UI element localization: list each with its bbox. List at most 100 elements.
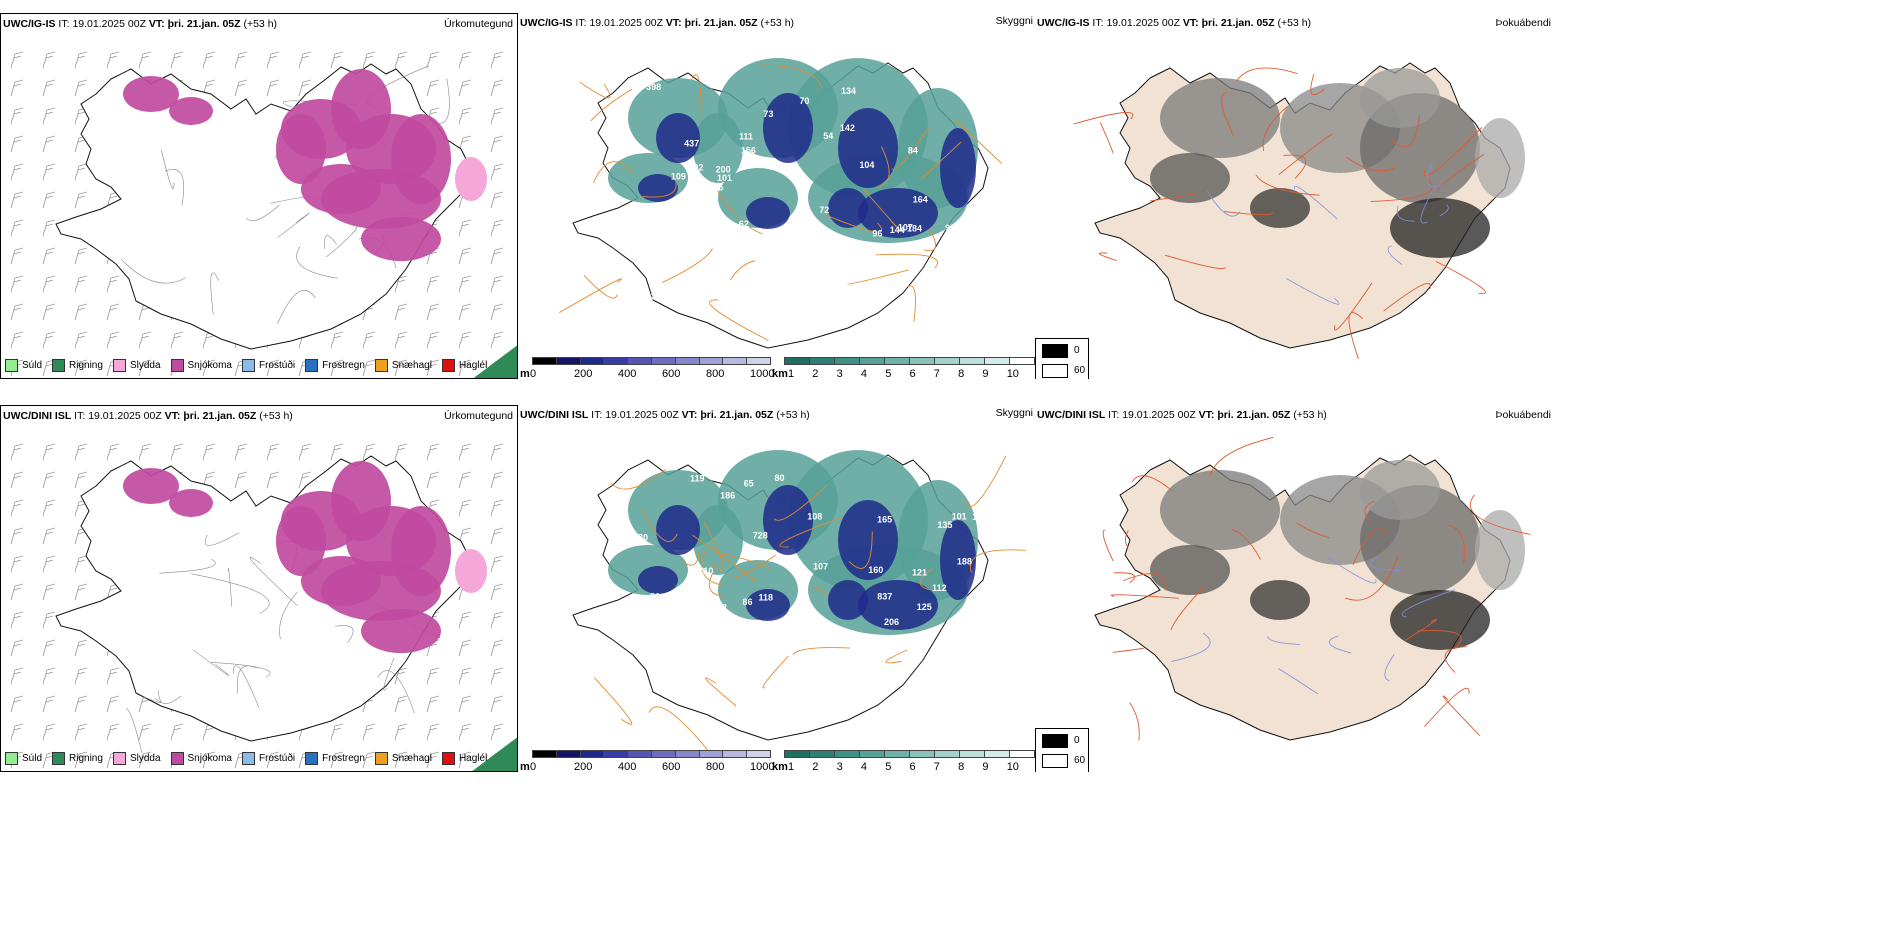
km_bar-tick: 8: [958, 368, 965, 379]
wind-barb: [490, 611, 504, 629]
precip-legend-label: Rigning: [69, 753, 103, 764]
wind-barb: [106, 695, 120, 713]
panel-title-row1-visibility: UWC/IG-IS IT: 19.01.2025 00Z VT: þri. 21…: [520, 17, 795, 29]
visibility-value-label: 206: [884, 617, 899, 627]
visibility-value-label: 110: [699, 566, 714, 576]
height_bar-segment: [555, 357, 581, 365]
visibility-value-label: 398: [646, 82, 661, 92]
wind-barb: [10, 583, 24, 601]
road-line: [1383, 283, 1431, 312]
river-line: [1426, 162, 1443, 188]
road-line: [641, 509, 678, 542]
road-line: [1278, 133, 1333, 175]
km_bar-segment: [909, 357, 935, 365]
cover-legend-swatch-dark: [1042, 734, 1068, 748]
wind-barb: [490, 331, 504, 349]
visibility-value-label: 107: [813, 561, 828, 571]
precip-panel-row2: UWC/DINI ISL IT: 19.01.2025 00Z VT: þri.…: [0, 405, 518, 772]
road-line: [210, 272, 220, 315]
km_bar-tick: 10: [1006, 761, 1019, 772]
height_bar-segment: [746, 357, 771, 365]
road-line: [648, 706, 712, 755]
wind-barb: [490, 247, 504, 265]
wind-barb: [458, 751, 472, 769]
height_bar-tick: 600: [662, 368, 681, 379]
wind-barb: [74, 443, 88, 461]
height_bar-tick: 400: [618, 761, 637, 772]
precip-legend-swatch: [305, 359, 319, 372]
wind-barb: [490, 583, 504, 601]
visibility-value-label: 128: [646, 291, 661, 301]
wind-barb: [42, 611, 56, 629]
wind-barb: [10, 611, 24, 629]
km_bar-unit: km: [772, 761, 788, 772]
road-line: [1110, 594, 1179, 599]
road-line: [875, 253, 938, 269]
wind-barb: [426, 723, 440, 741]
terrain-height-area: [838, 500, 898, 580]
wind-barb: [458, 51, 472, 69]
road-line: [159, 558, 216, 574]
visibility-value-label: 142: [840, 123, 855, 133]
river-line: [1328, 635, 1352, 654]
wind-barb: [74, 723, 88, 741]
wind-barb: [202, 51, 216, 69]
wind-barb: [458, 471, 472, 489]
precip-legend-label: Snæhagl: [391, 753, 432, 764]
terrain-height-area: [746, 589, 790, 621]
height_bar-segment: [698, 357, 724, 365]
visibility-value-label: 112: [932, 583, 947, 593]
wind-barb: [394, 723, 408, 741]
visibility-value-label: 97: [656, 638, 666, 648]
wind-barb: [426, 751, 440, 769]
wind-barb: [42, 163, 56, 181]
road-line: [1255, 174, 1320, 196]
km_bar-tick: 8: [958, 761, 965, 772]
road-line: [1436, 153, 1485, 192]
wind-barb: [74, 79, 88, 97]
sleet-area: [455, 157, 487, 201]
wind-barb: [490, 555, 504, 573]
road-line: [1417, 630, 1462, 650]
cloud-cover-area: [1390, 198, 1490, 258]
wind-barb: [10, 247, 24, 265]
road-line: [1334, 282, 1373, 331]
road-line: [1221, 91, 1235, 137]
precip-legend-swatch: [5, 752, 18, 765]
road-line: [848, 531, 873, 569]
road-line: [1122, 573, 1167, 591]
km_bar-segment: [959, 357, 985, 365]
precip-legend-item: Frostregn: [305, 359, 365, 372]
road-line: [594, 677, 633, 725]
km_bar-segment: [834, 357, 860, 365]
visibility-value-label: 513: [934, 80, 949, 90]
precip-legend-item: Snjókoma: [170, 359, 232, 372]
road-line: [825, 214, 883, 233]
wind-barb: [74, 695, 88, 713]
wind-barb: [202, 443, 216, 461]
cover-legend-row2: 0 60: [1035, 728, 1089, 772]
snowfall-area: [169, 489, 213, 517]
wind-barb: [298, 471, 312, 489]
precip-legend-item: Haglél: [441, 752, 487, 765]
wind-barb: [362, 751, 376, 769]
wind-barb: [42, 723, 56, 741]
wind-barb: [266, 751, 280, 769]
road-line: [661, 248, 713, 283]
precip-legend-label: Frostúði: [258, 360, 296, 371]
wind-barb: [330, 751, 344, 769]
low-visibility-area: [693, 113, 743, 183]
rain-area: [473, 345, 517, 378]
wind-barb: [10, 275, 24, 293]
km_bar-segment: [1009, 750, 1035, 758]
road-line: [1102, 529, 1114, 562]
visibility-value-label: 99: [945, 223, 955, 233]
wind-barb: [490, 723, 504, 741]
road-line: [762, 655, 789, 689]
height_bar-tick: 400: [618, 368, 637, 379]
wind-barb: [42, 527, 56, 545]
road-line: [1352, 528, 1389, 566]
wind-barb: [42, 583, 56, 601]
precip-legend-label: Snjókoma: [187, 360, 232, 371]
road-line: [1469, 494, 1531, 535]
